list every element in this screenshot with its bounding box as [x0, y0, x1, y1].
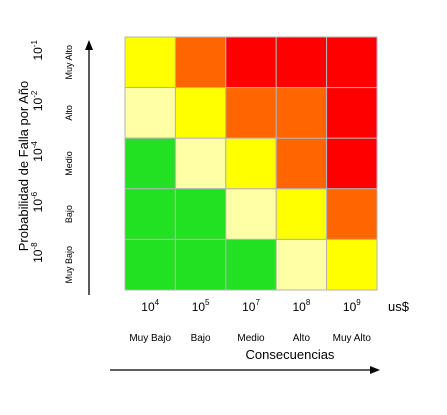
heatmap-cell — [326, 36, 378, 89]
x-category-label: Muy Bajo — [129, 333, 171, 344]
x-tick-label: 108 — [292, 298, 310, 314]
heatmap-cell — [124, 188, 176, 240]
x-axis-unit: us$ — [388, 299, 410, 314]
y-tick-label: 10-6 — [30, 191, 45, 212]
heatmap-cell — [124, 137, 176, 190]
heatmap-cell — [124, 36, 176, 89]
x-category-label: Alto — [293, 333, 311, 344]
y-tick-label: 10-1 — [30, 40, 45, 61]
x-tick-label: 105 — [192, 298, 210, 314]
x-category-label: Bajo — [191, 333, 211, 344]
heatmap-cell — [326, 238, 378, 291]
y-category-label: Alto — [64, 105, 74, 121]
y-axis-labels: Muy Alto 10-1 Alto 10-2 Medio 10-4 Bajo 10-6 Muy… — [30, 40, 74, 284]
heatmap-cell — [275, 238, 328, 291]
y-category-label: Muy Alto — [64, 45, 74, 80]
heatmap-cells — [124, 36, 378, 291]
y-tick-label: 10-8 — [30, 242, 45, 263]
heatmap-cell — [326, 137, 378, 190]
heatmap-cell — [174, 137, 227, 190]
heatmap-cell — [275, 188, 328, 240]
y-category-label: Muy Bajo — [64, 246, 74, 284]
x-axis-labels: 104 Muy Bajo 105 Bajo 107 Medio 108 Alto 109 Muy … — [129, 298, 371, 344]
x-axis-title: Consecuencias — [246, 347, 335, 362]
heatmap-cell — [225, 36, 277, 89]
heatmap-cell — [275, 87, 328, 139]
x-tick-label: 104 — [141, 298, 159, 314]
x-category-label: Muy Alto — [333, 333, 372, 344]
heatmap-cell — [275, 36, 328, 89]
x-tick-label: 107 — [242, 298, 260, 314]
x-tick-label: 109 — [343, 298, 361, 314]
heatmap-cell — [225, 87, 277, 139]
heatmap-cell — [124, 87, 176, 139]
heatmap-cell — [275, 137, 328, 190]
x-category-label: Medio — [237, 333, 265, 344]
y-category-label: Medio — [64, 151, 74, 176]
heatmap-cell — [326, 188, 378, 240]
heatmap-cell — [225, 137, 277, 190]
y-axis-arrowhead — [85, 40, 93, 50]
y-category-label: Bajo — [64, 205, 74, 223]
heatmap-cell — [124, 238, 176, 291]
y-tick-label: 10-4 — [30, 141, 45, 162]
y-tick-label: 10-2 — [30, 90, 45, 111]
heatmap-cell — [174, 238, 227, 291]
heatmap-cell — [225, 238, 277, 291]
x-axis-arrowhead — [370, 366, 380, 374]
y-axis-title: Probabilidad de Falla por Año — [16, 81, 31, 252]
heatmap-cell — [326, 87, 378, 139]
heatmap-cell — [174, 87, 227, 139]
heatmap-cell — [174, 36, 227, 89]
heatmap-cell — [225, 188, 277, 240]
heatmap-cell — [174, 188, 227, 240]
